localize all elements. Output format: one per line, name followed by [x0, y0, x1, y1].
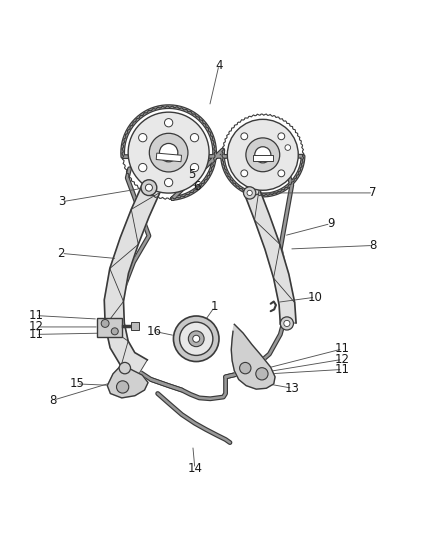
- Circle shape: [188, 331, 204, 346]
- Circle shape: [255, 147, 271, 163]
- Circle shape: [138, 164, 147, 172]
- Polygon shape: [104, 184, 160, 376]
- Circle shape: [165, 179, 173, 187]
- Circle shape: [119, 362, 131, 374]
- Circle shape: [191, 134, 199, 142]
- Circle shape: [101, 319, 109, 327]
- Circle shape: [165, 118, 173, 127]
- Text: 5: 5: [188, 168, 195, 181]
- Text: 11: 11: [335, 342, 350, 356]
- Bar: [253, 155, 273, 161]
- Polygon shape: [244, 188, 296, 324]
- Text: 8: 8: [370, 239, 377, 252]
- Circle shape: [241, 170, 248, 177]
- Circle shape: [159, 143, 178, 162]
- Text: 2: 2: [57, 247, 65, 260]
- Text: 7: 7: [369, 187, 377, 199]
- Circle shape: [284, 320, 290, 327]
- Text: 12: 12: [28, 320, 43, 334]
- Polygon shape: [231, 324, 275, 389]
- Text: 15: 15: [69, 377, 84, 390]
- Circle shape: [193, 335, 200, 342]
- Circle shape: [256, 368, 268, 380]
- Text: 10: 10: [308, 290, 323, 304]
- Text: 14: 14: [187, 462, 202, 475]
- Circle shape: [278, 170, 285, 177]
- Circle shape: [173, 316, 219, 361]
- Bar: [156, 153, 181, 161]
- Text: 1: 1: [211, 300, 219, 313]
- Text: 9: 9: [327, 217, 335, 230]
- Text: 6: 6: [193, 180, 201, 193]
- Circle shape: [128, 112, 209, 193]
- Text: 11: 11: [28, 309, 43, 322]
- Circle shape: [241, 133, 248, 140]
- FancyBboxPatch shape: [97, 318, 122, 336]
- Text: 8: 8: [50, 393, 57, 407]
- Text: 16: 16: [147, 325, 162, 338]
- Text: 3: 3: [59, 195, 66, 208]
- Circle shape: [244, 187, 256, 199]
- Circle shape: [278, 133, 285, 140]
- Text: 4: 4: [215, 59, 223, 71]
- Circle shape: [180, 322, 213, 356]
- Circle shape: [240, 362, 251, 374]
- Circle shape: [149, 133, 188, 172]
- Text: 12: 12: [335, 353, 350, 366]
- Circle shape: [247, 190, 252, 196]
- Circle shape: [227, 119, 298, 190]
- Circle shape: [117, 381, 129, 393]
- Circle shape: [191, 164, 199, 172]
- Text: 11: 11: [335, 363, 350, 376]
- Circle shape: [138, 134, 147, 142]
- Circle shape: [285, 145, 290, 150]
- Circle shape: [111, 328, 118, 335]
- Circle shape: [246, 138, 280, 172]
- Polygon shape: [107, 363, 148, 398]
- Text: 11: 11: [28, 328, 43, 341]
- Text: 13: 13: [285, 382, 300, 395]
- Circle shape: [145, 184, 152, 191]
- Circle shape: [280, 317, 293, 330]
- Circle shape: [141, 180, 157, 196]
- Bar: [131, 322, 139, 330]
